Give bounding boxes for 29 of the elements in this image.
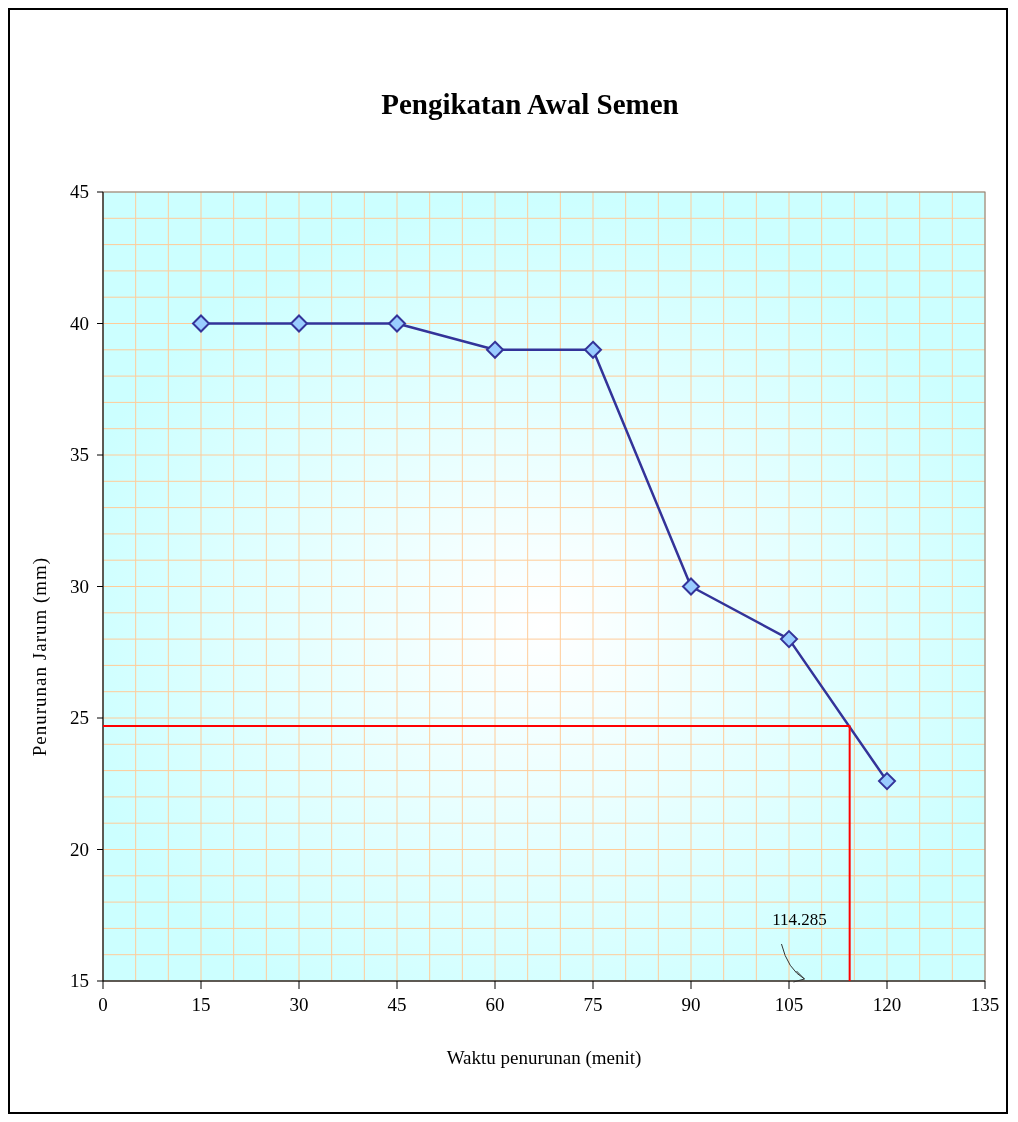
point (780, 630, 798, 649)
y-tick-label: 15 (70, 970, 89, 991)
x-axis-title: Waktu penurunan (menit) (446, 1047, 642, 1069)
x-tick-label: 15 (191, 994, 211, 1015)
point (486, 340, 504, 359)
annotation: 114.285 (772, 910, 827, 929)
x-tick-label: 30 (289, 994, 309, 1015)
y-tick-label: 20 (70, 838, 89, 860)
y-tick-label: 35 (70, 444, 89, 465)
point (388, 314, 406, 333)
point (290, 314, 308, 333)
y-tick-label: 40 (70, 312, 89, 334)
chart-title: Pengikatan Awal Semen (381, 88, 679, 120)
y-tick-label: 45 (70, 181, 89, 202)
x-tick-label: 135 (970, 994, 1000, 1015)
x-tick-label: 45 (387, 994, 407, 1015)
x-tick-label: 105 (774, 994, 804, 1015)
x-tick-label: 90 (681, 994, 701, 1015)
x-tick-label: 120 (872, 994, 902, 1015)
x-tick-label: 75 (583, 994, 603, 1015)
y-tick-label: 30 (70, 575, 89, 597)
point (878, 772, 896, 791)
point (584, 340, 602, 359)
y-tick-label: 25 (70, 707, 89, 728)
point (192, 314, 210, 333)
point (682, 577, 700, 596)
x-tick-label: 0 (98, 994, 108, 1015)
x-tick-label: 60 (485, 994, 505, 1015)
y-axis-title: Penurunan Jarum (mm) (29, 556, 51, 757)
